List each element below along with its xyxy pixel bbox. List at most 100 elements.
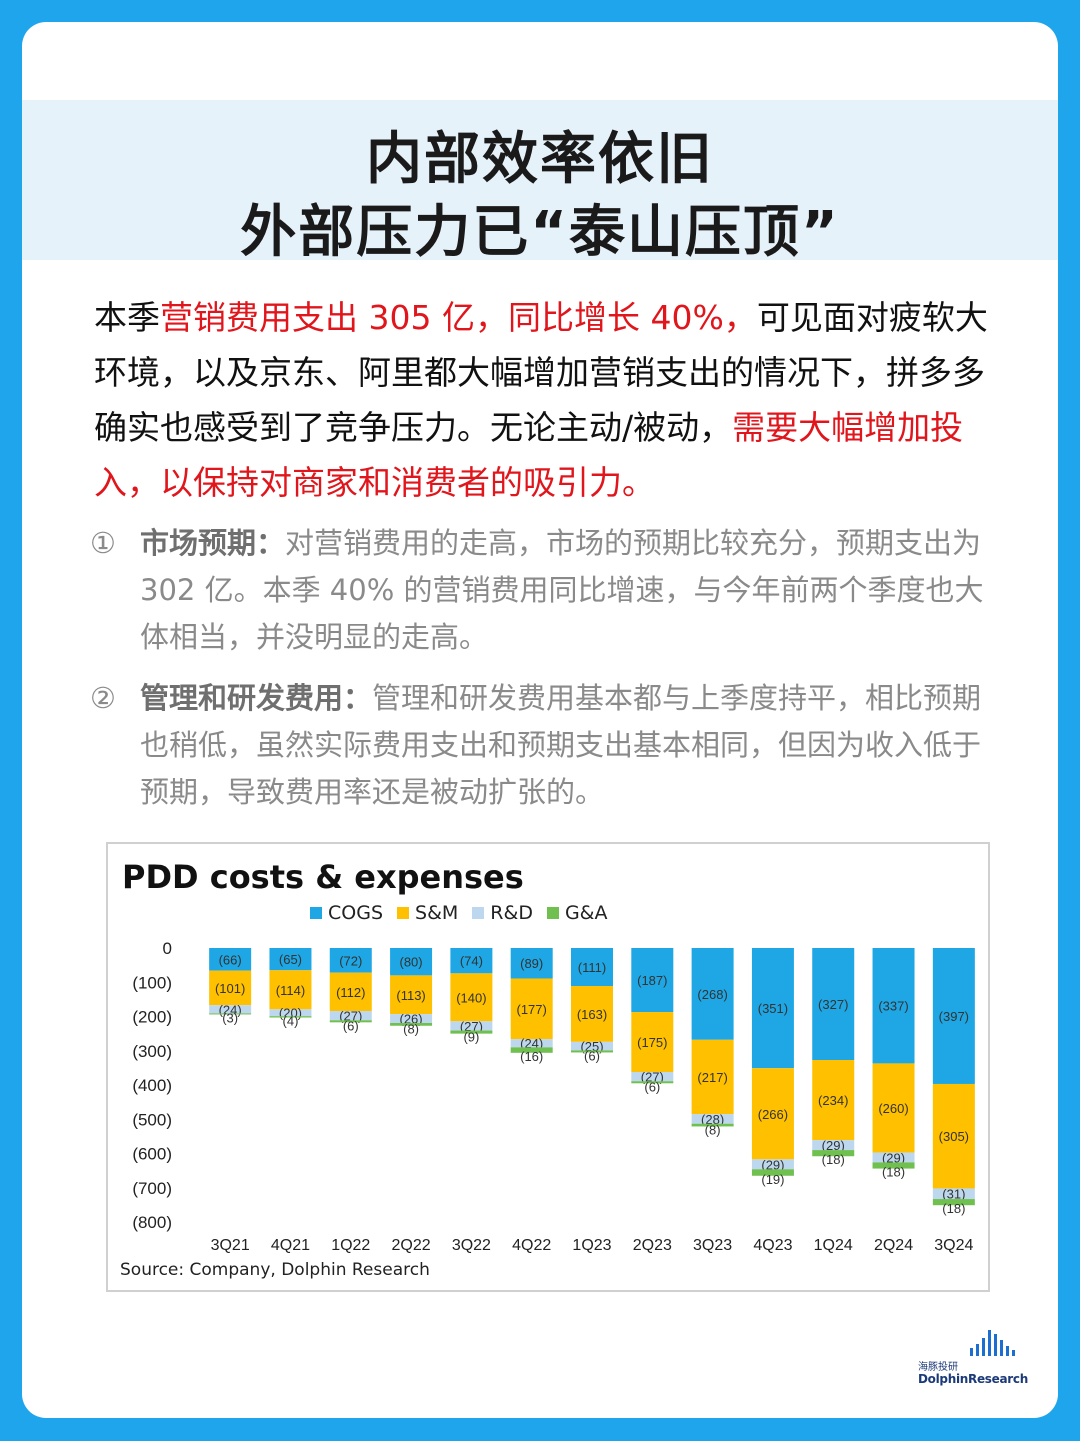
bar-ga-1Q23 [571,1050,613,1053]
chart-panel: PDD costs & expenses COGS S&M R&D G&A 0 (… [106,842,990,1292]
bar-ga-4Q22 [510,1047,553,1053]
x-tick-label: 3Q24 [934,1237,973,1254]
logo-en-text: DolphinResearch [918,1372,1028,1386]
x-tick-label: 4Q23 [753,1237,792,1254]
point-1-number: ① [90,526,116,560]
data-label: (177) [517,1002,547,1017]
data-label: (163) [577,1007,607,1022]
bar-cogs-3Q23 [691,948,734,1040]
bar-rd-4Q23 [751,1159,794,1170]
x-tick-label: 2Q23 [633,1237,672,1254]
bar-ga-3Q22 [450,1030,493,1034]
x-tick-label: 3Q23 [693,1237,732,1254]
logo-bars-icon [970,1330,1015,1356]
data-label: (18) [822,1152,845,1167]
x-tick-label: 3Q21 [211,1237,250,1254]
bar-ga-2Q22 [390,1023,433,1026]
data-label: (27) [460,1019,483,1034]
bar-sm-1Q24 [812,1059,855,1141]
y-tick-label: (700) [132,1179,172,1198]
title-band [22,100,1058,260]
data-label: (18) [882,1165,905,1180]
bar-sm-3Q21 [209,970,252,1006]
bar-sm-3Q23 [691,1039,734,1115]
data-label: (19) [761,1172,784,1187]
page-title-line2: 外部压力已“泰山压顶” [240,200,840,265]
data-label: (25) [580,1039,603,1054]
bar-sm-2Q24 [872,1063,915,1153]
bar-rd-1Q22 [329,1011,372,1021]
bar-cogs-2Q22 [390,948,433,976]
bar-rd-2Q23 [631,1071,674,1082]
x-tick-label: 4Q21 [271,1237,310,1254]
data-label: (27) [339,1009,362,1024]
data-label: (8) [403,1022,419,1037]
bar-ga-1Q24 [812,1150,855,1157]
bar-rd-1Q24 [812,1140,855,1151]
data-label: (72) [339,953,362,968]
bar-ga-3Q23 [691,1123,734,1127]
point-2-lead: 管理和研发费用： [140,681,373,715]
data-label: (89) [520,956,543,971]
bar-sm-1Q23 [571,986,613,1042]
intro-highlight-2: 需要大幅增加投入，以保持对商家和消费者的吸引力。 [94,408,964,502]
bar-sm-3Q24 [932,1083,975,1189]
x-tick-label: 2Q22 [392,1237,431,1254]
bar-ga-3Q21 [209,1013,252,1015]
data-label: (29) [882,1150,905,1165]
data-label: (337) [878,999,908,1014]
chart-source: Source: Company, Dolphin Research [120,1260,430,1280]
bar-sm-2Q22 [390,975,433,1015]
bar-rd-4Q22 [510,1039,553,1048]
bar-cogs-1Q24 [812,948,855,1060]
y-tick-label: (100) [132,973,172,992]
legend-label-rd: R&D [490,902,533,924]
bar-ga-1Q22 [329,1020,372,1023]
chart-legend: COGS S&M R&D G&A [310,902,608,924]
data-label: (234) [818,1093,848,1108]
legend-item-sm: S&M [397,902,458,924]
stacked-bar-chart: 0 (100) (200) (300) (400) (500) (600) (700) (800… [132,939,975,1254]
y-tick-label: (600) [132,1145,172,1164]
y-tick-label: (400) [132,1076,172,1095]
data-label: (6) [343,1018,359,1033]
data-label: (397) [939,1009,969,1024]
legend-label-cogs: COGS [328,902,384,924]
legend-swatch-cogs [310,907,322,919]
bar-rd-3Q21 [209,1005,252,1014]
data-label: (80) [400,955,423,970]
legend-swatch-rd [472,907,485,919]
data-label: (6) [644,1079,660,1094]
intro-text-2: 可见面对疲软大环境，以及京东、阿里都大幅增加营销支出的情况下，拼多多确实也感受到… [94,298,988,447]
bar-sm-4Q21 [269,970,312,1010]
bar-ga-3Q24 [932,1199,975,1206]
x-tick-label: 4Q22 [512,1237,551,1254]
data-label: (6) [584,1048,600,1063]
bar-sm-4Q23 [751,1068,794,1160]
bar-cogs-2Q23 [631,948,674,1013]
bar-ga-2Q23 [631,1081,674,1084]
point-1: ① 市场预期：对营销费用的走高，市场的预期比较充分，预期支出为 302 亿。本季… [90,520,1000,661]
data-label: (101) [215,981,245,996]
point-2-number: ② [90,681,116,715]
x-tick-label: 1Q23 [572,1237,611,1254]
intro-paragraph: 本季营销费用支出 305 亿，同比增长 40%，可见面对疲软大环境，以及京东、阿… [94,290,1004,510]
data-label: (27) [641,1070,664,1085]
point-2: ② 管理和研发费用：管理和研发费用基本都与上季度持平，相比预期也稍低，虽然实际费… [90,675,1000,816]
bar-ga-2Q24 [872,1162,915,1169]
bar-cogs-2Q24 [872,948,915,1064]
y-tick-label: (500) [132,1110,172,1129]
data-label: (112) [336,985,365,1000]
bar-rd-3Q23 [691,1114,734,1124]
data-label: (113) [396,988,425,1003]
content-card: 内部效率依旧 外部压力已“泰山压顶” 本季营销费用支出 305 亿，同比增长 4… [22,22,1058,1418]
bar-rd-3Q22 [450,1021,493,1031]
bar-cogs-3Q24 [932,948,975,1084]
data-label: (140) [456,990,486,1005]
data-label: (16) [520,1049,543,1064]
data-label: (260) [878,1101,908,1116]
data-label: (29) [822,1138,845,1153]
intro-text-1: 本季 [94,298,160,337]
legend-label-sm: S&M [415,902,459,924]
data-label: (26) [400,1012,423,1027]
